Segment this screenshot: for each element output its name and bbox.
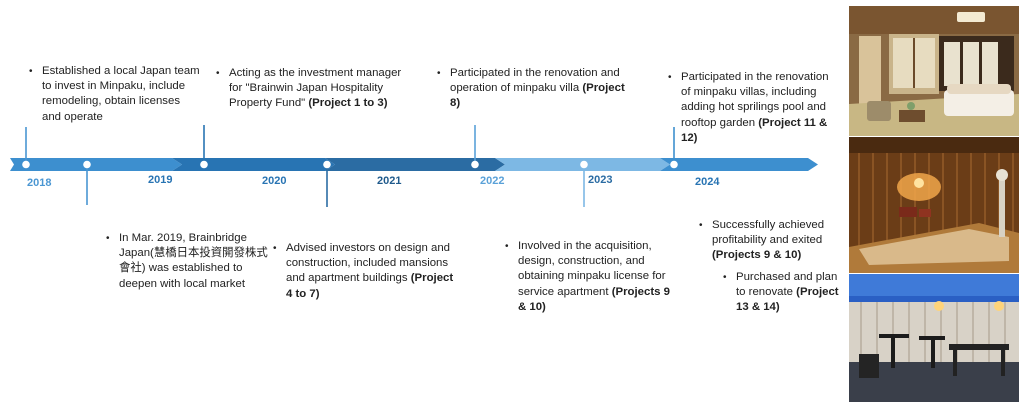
event-9-text: Purchased and plan to renovate bbox=[736, 271, 838, 299]
year-label-2018: 2018 bbox=[27, 177, 51, 189]
bullet: • bbox=[106, 233, 110, 244]
event-note-1: • Established a local Japan team to inve… bbox=[29, 64, 202, 125]
photo-rooftop-garden bbox=[849, 274, 1019, 402]
arrow-segment-2 bbox=[172, 158, 335, 171]
event-4-project: (Project 11 & 12) bbox=[681, 116, 828, 144]
event-dot-6 bbox=[323, 160, 331, 169]
event-note-9: • Purchased and plan to renovate (Projec… bbox=[723, 270, 844, 316]
bullet: • bbox=[273, 243, 277, 254]
arrow-segment-1 bbox=[10, 158, 182, 171]
photo-tatami-room-image bbox=[849, 6, 1019, 136]
event-dot-2 bbox=[200, 160, 208, 169]
photo-hot-spring-image bbox=[849, 137, 1019, 273]
event-note-8: • Successfully achieved profitability an… bbox=[699, 218, 844, 264]
event-dot-7 bbox=[580, 160, 588, 169]
year-label-2022: 2022 bbox=[480, 175, 504, 187]
year-label-2019: 2019 bbox=[148, 174, 172, 186]
bullet: • bbox=[699, 220, 703, 231]
bullet: • bbox=[505, 241, 509, 252]
photo-rooftop-garden-image bbox=[849, 274, 1019, 402]
event-3-project: (Project 8) bbox=[450, 82, 625, 110]
event-4-text: Participated in the renovation of minpak… bbox=[681, 71, 829, 129]
event-note-5: • In Mar. 2019, Brainbridge Japan(慧橋日本投資… bbox=[106, 231, 269, 292]
year-label-2023: 2023 bbox=[588, 174, 612, 186]
event-dot-1 bbox=[22, 160, 30, 169]
event-8-text: Successfully achieved profitability and … bbox=[712, 219, 825, 247]
event-note-2: • Acting as the investment manager for "… bbox=[216, 66, 409, 112]
event-note-6: • Advised investors on design and constr… bbox=[273, 241, 454, 302]
event-2-project: (Project 1 to 3) bbox=[308, 97, 388, 110]
event-6-project: (Project 4 to 7) bbox=[286, 272, 454, 300]
event-dot-3 bbox=[471, 160, 479, 169]
year-label-2021: 2021 bbox=[377, 175, 401, 187]
event-dot-4 bbox=[670, 160, 678, 169]
year-label-2024: 2024 bbox=[695, 176, 720, 188]
event-note-7: • Involved in the acquisition, design, c… bbox=[505, 239, 674, 315]
event-note-3: • Participated in the renovation and ope… bbox=[437, 66, 625, 112]
bullet: • bbox=[668, 72, 672, 83]
photo-hot-spring bbox=[849, 137, 1019, 273]
event-7-text: Involved in the acquisition, design, con… bbox=[518, 240, 666, 298]
photo-tatami-room bbox=[849, 6, 1019, 136]
event-3-text: Participated in the renovation and opera… bbox=[450, 67, 620, 95]
event-note-4: • Participated in the renovation of minp… bbox=[668, 70, 836, 146]
arrow-segment-5 bbox=[660, 158, 818, 171]
event-8-project: (Projects 9 & 10) bbox=[712, 249, 802, 262]
event-6-text: Advised investors on design and construc… bbox=[286, 242, 451, 285]
bullet: • bbox=[216, 68, 220, 79]
event-5-text: In Mar. 2019, Brainbridge Japan(慧橋日本投資開發… bbox=[119, 232, 268, 290]
year-label-2020: 2020 bbox=[262, 175, 286, 187]
event-1-text: Established a local Japan team to invest… bbox=[42, 65, 200, 123]
arrow-segment-3 bbox=[325, 158, 505, 171]
event-7-project: (Projects 9 & 10) bbox=[518, 285, 670, 313]
event-dot-5 bbox=[83, 160, 91, 169]
bullet: • bbox=[29, 66, 33, 77]
bullet: • bbox=[723, 272, 727, 283]
bullet: • bbox=[437, 68, 441, 79]
event-2-text: Acting as the investment manager for "Br… bbox=[229, 67, 402, 110]
event-9-project: (Project 13 & 14) bbox=[736, 286, 839, 314]
